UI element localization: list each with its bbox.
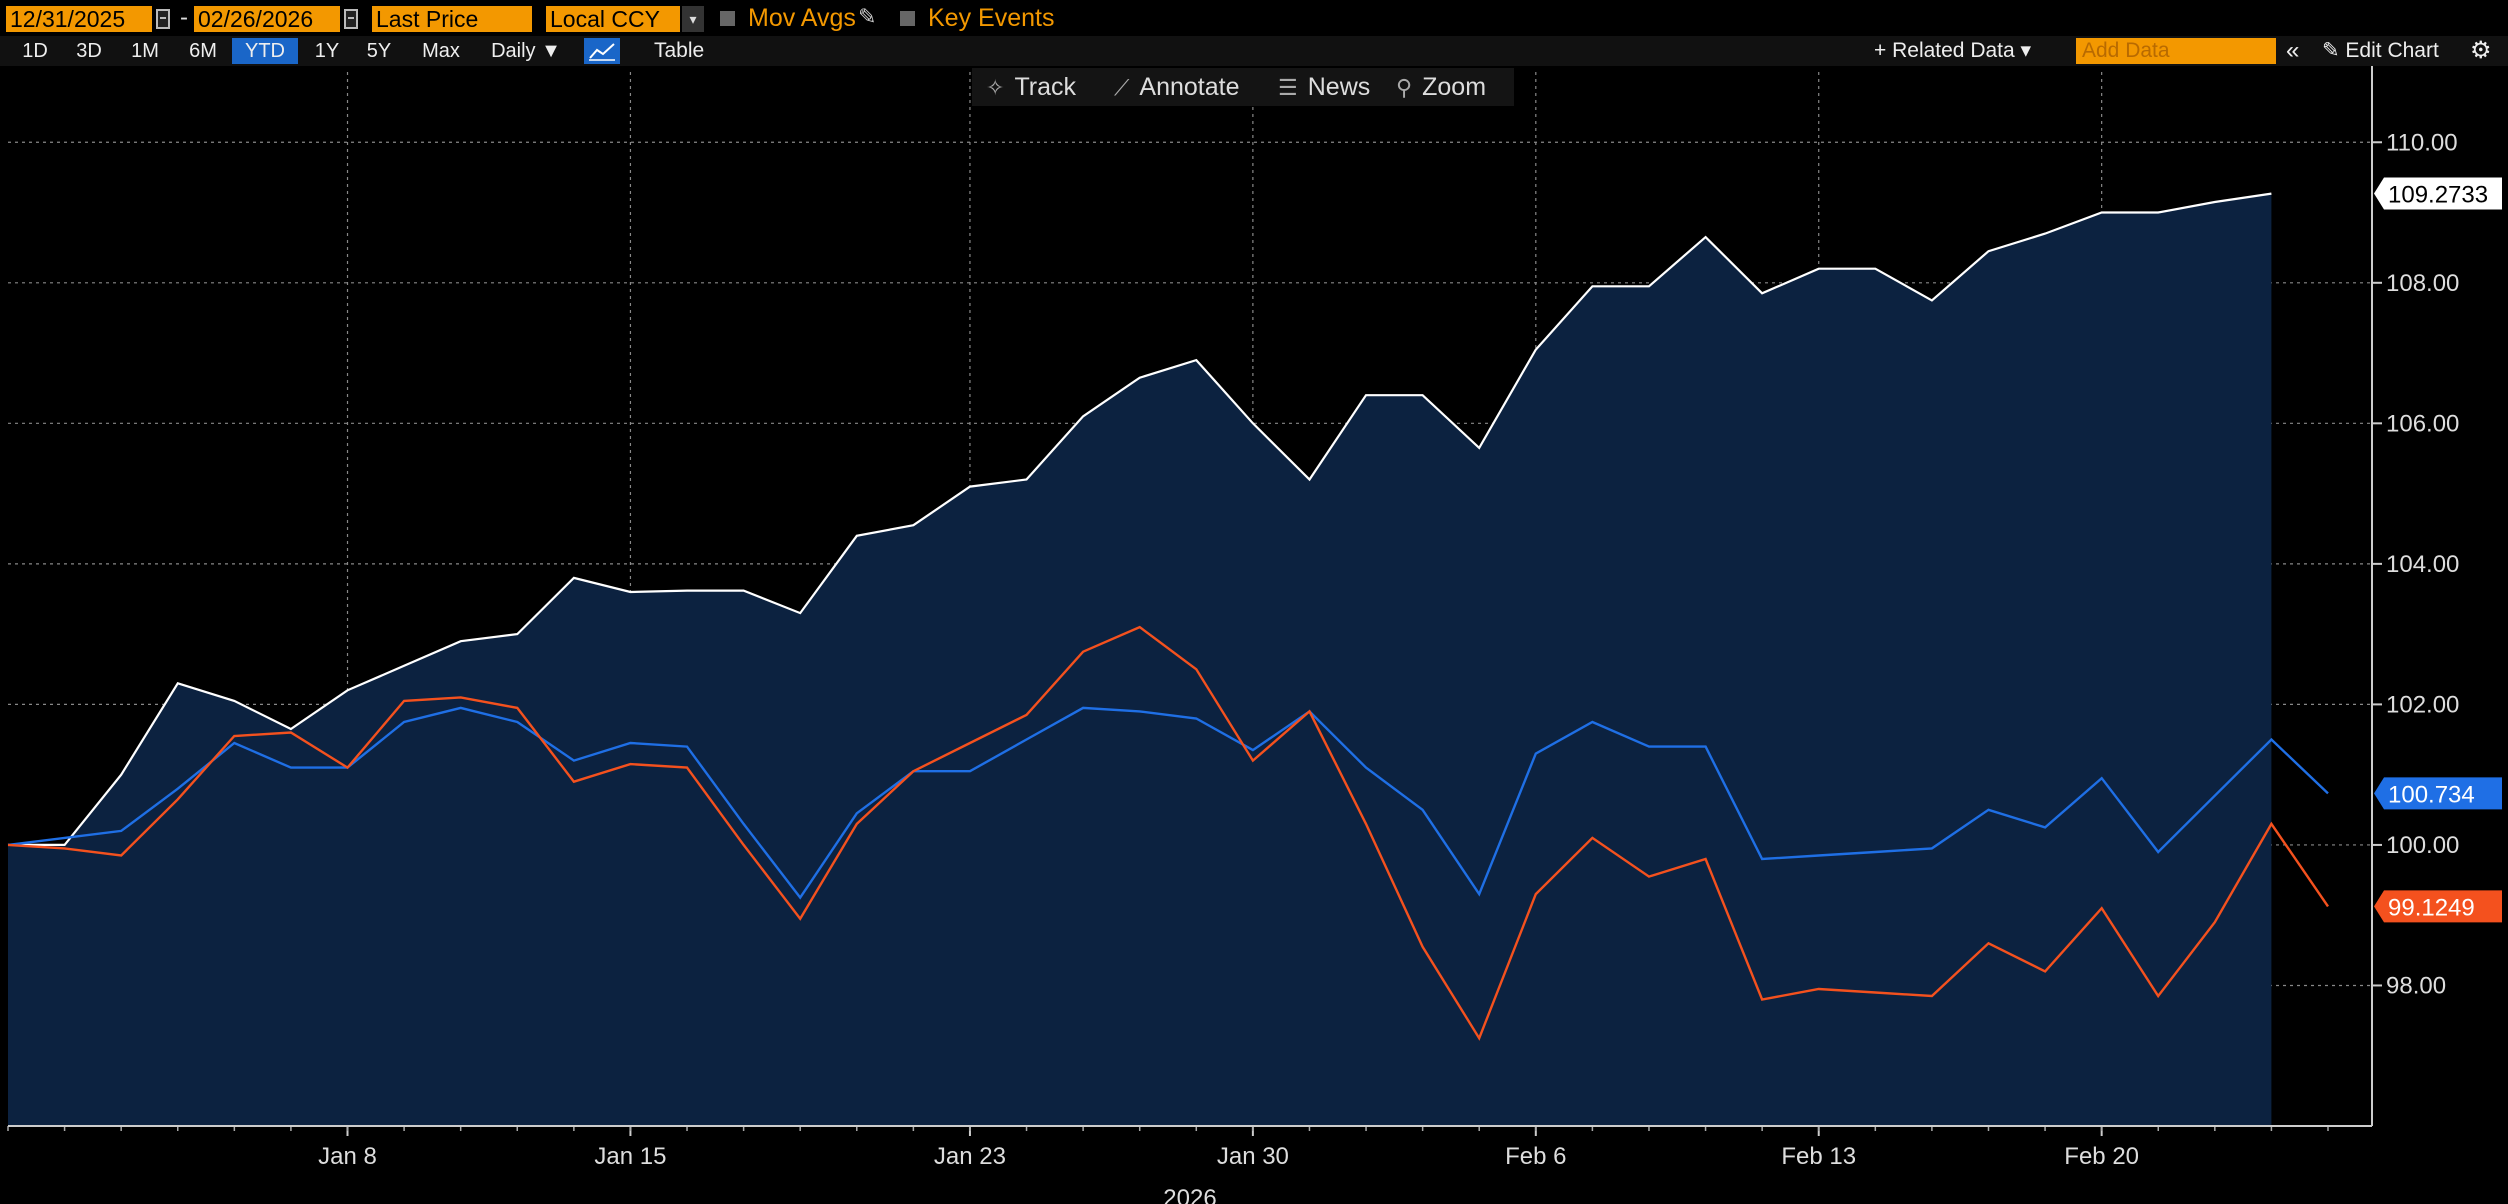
chart-tools-bar: ✧ Track ⟋ Annotate ☰ News ⚲ Zoom (972, 68, 1514, 106)
range-3d-button[interactable]: 3D (76, 40, 102, 62)
related-data-button[interactable]: + Related Data ▾ (1874, 39, 2032, 62)
track-icon: ✧ (986, 75, 1005, 100)
x-tick-label: Jan 8 (318, 1143, 377, 1170)
key-events-label[interactable]: Key Events (928, 4, 1055, 32)
collapse-icon[interactable]: « (2286, 37, 2300, 64)
start-calendar-icon[interactable] (156, 9, 170, 29)
last-value-tag-text: 100.734 (2388, 781, 2475, 808)
y-tick-label: 108.00 (2386, 270, 2459, 297)
y-tick-label: 98.00 (2386, 972, 2446, 999)
settings-icon[interactable]: ⚙ (2470, 37, 2492, 64)
last-value-tag-bg (2374, 177, 2502, 210)
mov-avgs-checkbox[interactable] (720, 11, 735, 26)
zoom-icon: ⚲ (1396, 75, 1413, 100)
date-separator: - (180, 4, 188, 31)
range-1d-button[interactable]: 1D (22, 40, 48, 62)
annotate-label: Annotate (1139, 73, 1240, 101)
last-value-tags: 109.2733 100.734 99.1249 (2374, 177, 2502, 923)
table-button[interactable]: Table (654, 39, 705, 62)
x-tick-label: Jan 15 (594, 1143, 666, 1170)
line-chart-icon[interactable] (584, 38, 620, 64)
track-tool[interactable]: ✧ Track (986, 68, 1076, 106)
annotate-tool[interactable]: ⟋ Annotate (1114, 68, 1240, 106)
series-line-1 (7, 706, 2329, 900)
currency-selector[interactable]: Local CCY (546, 6, 680, 32)
x-tick-label: Feb 13 (1781, 1143, 1856, 1170)
range-1m-button[interactable]: 1M (131, 40, 159, 62)
x-tick-label: Feb 6 (1505, 1143, 1566, 1170)
x-tick-label: Feb 20 (2064, 1143, 2139, 1170)
add-data-input[interactable]: Add Data (2076, 38, 2276, 64)
field-selector[interactable]: Last Price (372, 6, 532, 32)
range-1y-button[interactable]: 1Y (314, 40, 340, 62)
mov-avgs-label[interactable]: Mov Avgs (748, 4, 856, 32)
chart-header-toolbar: 12/31/2025 - 02/26/2026 Last Price Local… (0, 0, 2508, 36)
frequency-selector[interactable]: Daily ▼ (491, 40, 561, 62)
end-calendar-icon[interactable] (344, 9, 358, 29)
series-line-0 (8, 192, 2272, 847)
x-axis-year-label: 2026 (1163, 1185, 1216, 1204)
series-line-2 (7, 625, 2329, 1041)
last-value-tag-1: 100.734 (2374, 777, 2502, 810)
y-tick-label: 110.00 (2386, 129, 2458, 156)
lines-layer (7, 192, 2329, 1041)
x-tick-label: Jan 23 (934, 1143, 1006, 1170)
news-icon: ☰ (1278, 75, 1298, 100)
last-value-tag-bg (2374, 890, 2502, 923)
y-tick-label: 100.00 (2386, 832, 2459, 859)
range-5y-button[interactable]: 5Y (366, 40, 392, 62)
y-tick-label: 106.00 (2386, 410, 2459, 437)
annotate-icon: ⟋ (1114, 75, 1130, 100)
last-value-tag-2: 99.1249 (2374, 890, 2502, 923)
last-value-tag-0: 109.2733 (2374, 177, 2502, 210)
end-date-field[interactable]: 02/26/2026 (194, 6, 340, 32)
y-tick-label: 104.00 (2386, 551, 2459, 578)
mov-avgs-edit-icon[interactable]: ✎ (858, 4, 877, 29)
range-6m-button[interactable]: 6M (189, 40, 217, 62)
series-area-fill (8, 193, 2272, 1127)
news-label: News (1307, 73, 1371, 101)
y-tick-label: 102.00 (2386, 691, 2459, 718)
key-events-checkbox[interactable] (900, 11, 915, 26)
last-value-tag-text: 99.1249 (2388, 894, 2475, 921)
currency-dropdown-icon[interactable]: ▾ (682, 6, 704, 32)
last-value-tag-bg (2374, 777, 2502, 810)
last-value-tag-text: 109.2733 (2388, 182, 2488, 209)
zoom-tool[interactable]: ⚲ Zoom (1396, 68, 1486, 106)
edit-chart-button[interactable]: ✎ Edit Chart (2322, 39, 2439, 62)
news-tool[interactable]: ☰ News (1278, 68, 1370, 106)
x-tick-label: Jan 30 (1217, 1143, 1289, 1170)
start-date-field[interactable]: 12/31/2025 (6, 6, 152, 32)
range-ytd-button[interactable]: YTD (232, 38, 298, 64)
track-label: Track (1014, 73, 1077, 101)
range-max-button[interactable]: Max (422, 40, 460, 62)
area-layer (8, 193, 2272, 1127)
zoom-label: Zoom (1422, 73, 1487, 101)
axes: 98.00 100.00 102.00 104.00 106.00 108.00 110.0… (7, 66, 2459, 1204)
